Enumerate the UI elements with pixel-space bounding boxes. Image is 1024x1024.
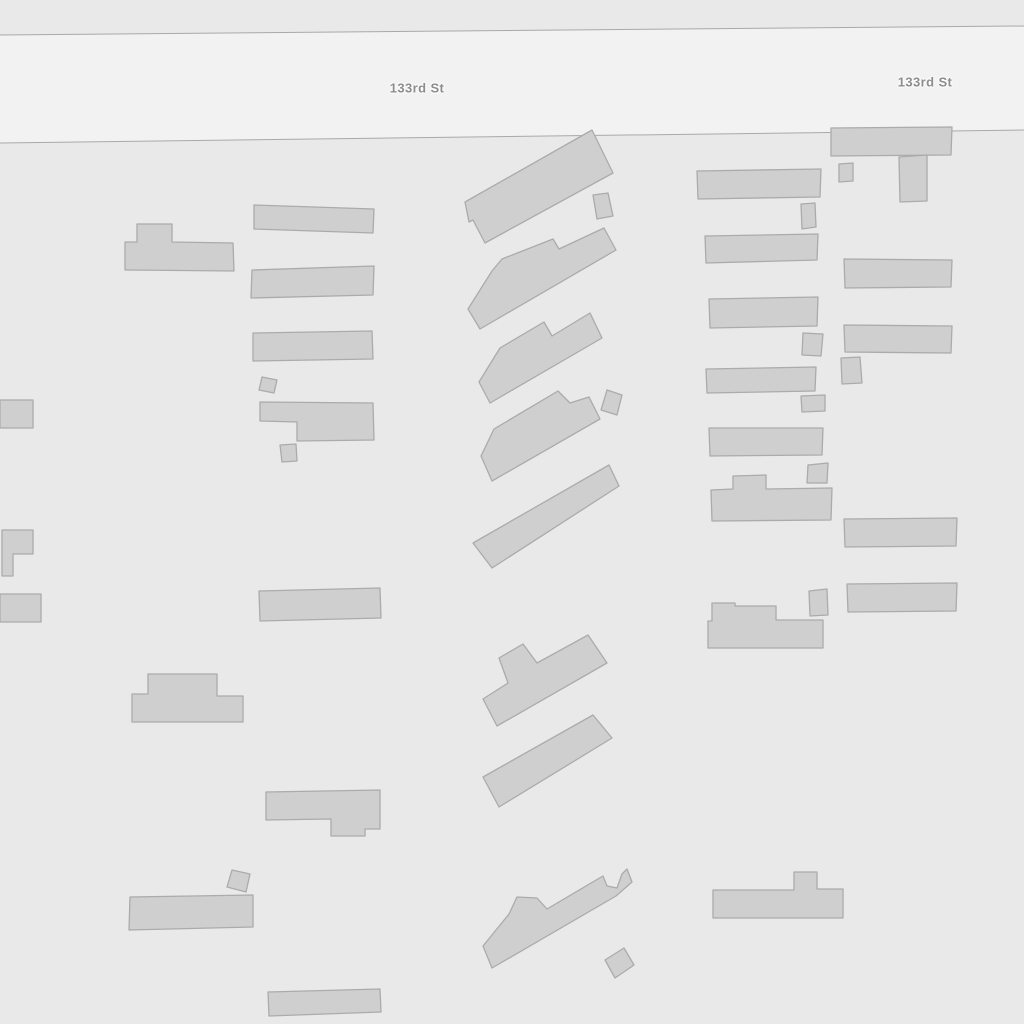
building-footprint-mid-col-4 — [478, 312, 603, 404]
street-label-133rd-st-east: 133rd St — [897, 74, 953, 90]
building-footprint-left-col-6 — [259, 401, 375, 442]
road-133rd-st — [0, 26, 1024, 143]
building-footprint-left-edge-1 — [0, 399, 34, 429]
building-footprint-left-edge-3 — [0, 593, 42, 623]
building-footprint-right-col-10 — [707, 602, 824, 649]
building-footprint-mid-col-6 — [600, 389, 623, 416]
building-footprint-left-edge-2 — [1, 529, 34, 577]
building-footprint-top-right-2 — [838, 162, 854, 183]
building-footprint-left-col-4 — [252, 330, 374, 362]
building-footprint-left-col-1 — [124, 223, 235, 272]
building-footprint-right-col-2 — [800, 202, 817, 230]
building-footprint-right-col-4 — [708, 296, 819, 329]
building-footprint-top-right-3 — [898, 154, 928, 203]
building-footprint-right-col-1 — [696, 168, 822, 200]
building-footprint-right-col-6 — [800, 394, 826, 413]
building-footprint-right-east-6 — [846, 582, 958, 613]
building-footprint-right-east-4 — [801, 332, 824, 357]
building-footprint-top-right-1 — [830, 126, 953, 157]
building-footprint-mid-col-3 — [467, 227, 617, 330]
building-footprint-mid-col-11 — [604, 947, 635, 979]
building-footprint-mid-col-8 — [482, 634, 608, 727]
building-footprint-left-col-2 — [253, 204, 375, 234]
building-footprint-right-east-3 — [840, 356, 863, 385]
building-footprint-right-east-2 — [843, 324, 953, 354]
building-footprint-mid-col-5 — [480, 390, 601, 482]
building-footprint-right-east-1 — [843, 258, 953, 289]
building-footprint-right-col-9 — [710, 474, 833, 522]
building-footprint-bottom-right-1 — [712, 871, 844, 919]
building-footprint-left-col-5 — [258, 376, 278, 394]
building-footprint-left-col-7 — [279, 443, 298, 463]
building-footprint-mid-col-1 — [464, 129, 614, 244]
building-footprint-right-col-3 — [704, 233, 819, 264]
building-footprint-left-col-8 — [258, 587, 382, 622]
building-footprint-left-col-9 — [131, 673, 244, 723]
building-footprint-right-col-5 — [705, 366, 817, 394]
building-footprint-right-east-5 — [843, 517, 958, 548]
building-footprint-right-col-8 — [806, 462, 829, 484]
building-footprint-left-col-10 — [265, 789, 381, 837]
building-footprint-mid-col-7 — [472, 464, 620, 569]
street-label-133rd-st-west: 133rd St — [389, 80, 445, 96]
building-footprint-left-col-13 — [267, 988, 382, 1017]
building-footprint-mid-col-9 — [482, 714, 613, 808]
building-footprint-mid-col-2 — [592, 192, 614, 220]
building-footprint-right-col-11 — [808, 588, 829, 617]
building-footprint-left-col-3 — [250, 265, 375, 299]
building-footprint-mid-col-10 — [482, 868, 633, 969]
building-footprint-right-col-7 — [708, 427, 824, 457]
road-casing-top — [0, 25, 1024, 36]
building-footprint-left-col-12 — [128, 894, 254, 931]
building-footprint-left-col-11 — [226, 869, 251, 893]
